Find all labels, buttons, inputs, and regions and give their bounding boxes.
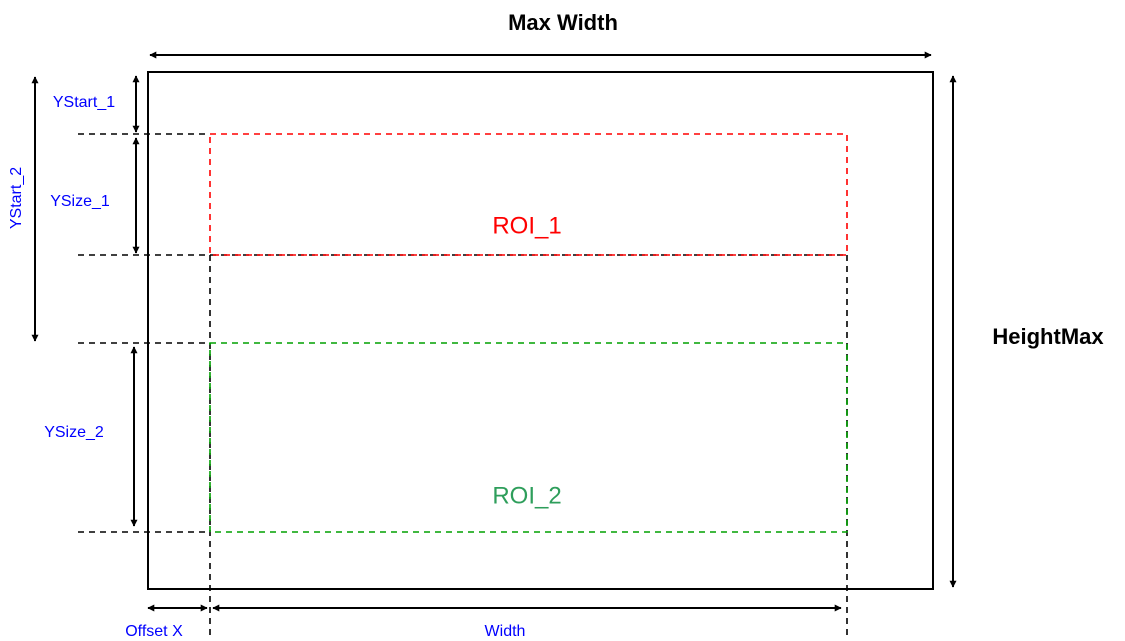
sensor-frame xyxy=(147,71,934,590)
roi-2-rect xyxy=(209,342,848,533)
offset-x-label: Offset X xyxy=(125,623,183,640)
roi-2-label: ROI_2 xyxy=(492,482,561,509)
roi-1-rect xyxy=(209,133,848,256)
max-width-label: Max Width xyxy=(508,10,618,35)
ystart-2-label: YStart_2 xyxy=(8,167,25,229)
roi-1-label: ROI_1 xyxy=(492,212,561,239)
ystart-1-label: YStart_1 xyxy=(53,94,115,111)
ysize-2-label: YSize_2 xyxy=(44,424,104,441)
ysize-1-label: YSize_1 xyxy=(50,193,110,210)
width-label: Width xyxy=(485,623,526,640)
height-max-label: HeightMax xyxy=(992,324,1104,349)
